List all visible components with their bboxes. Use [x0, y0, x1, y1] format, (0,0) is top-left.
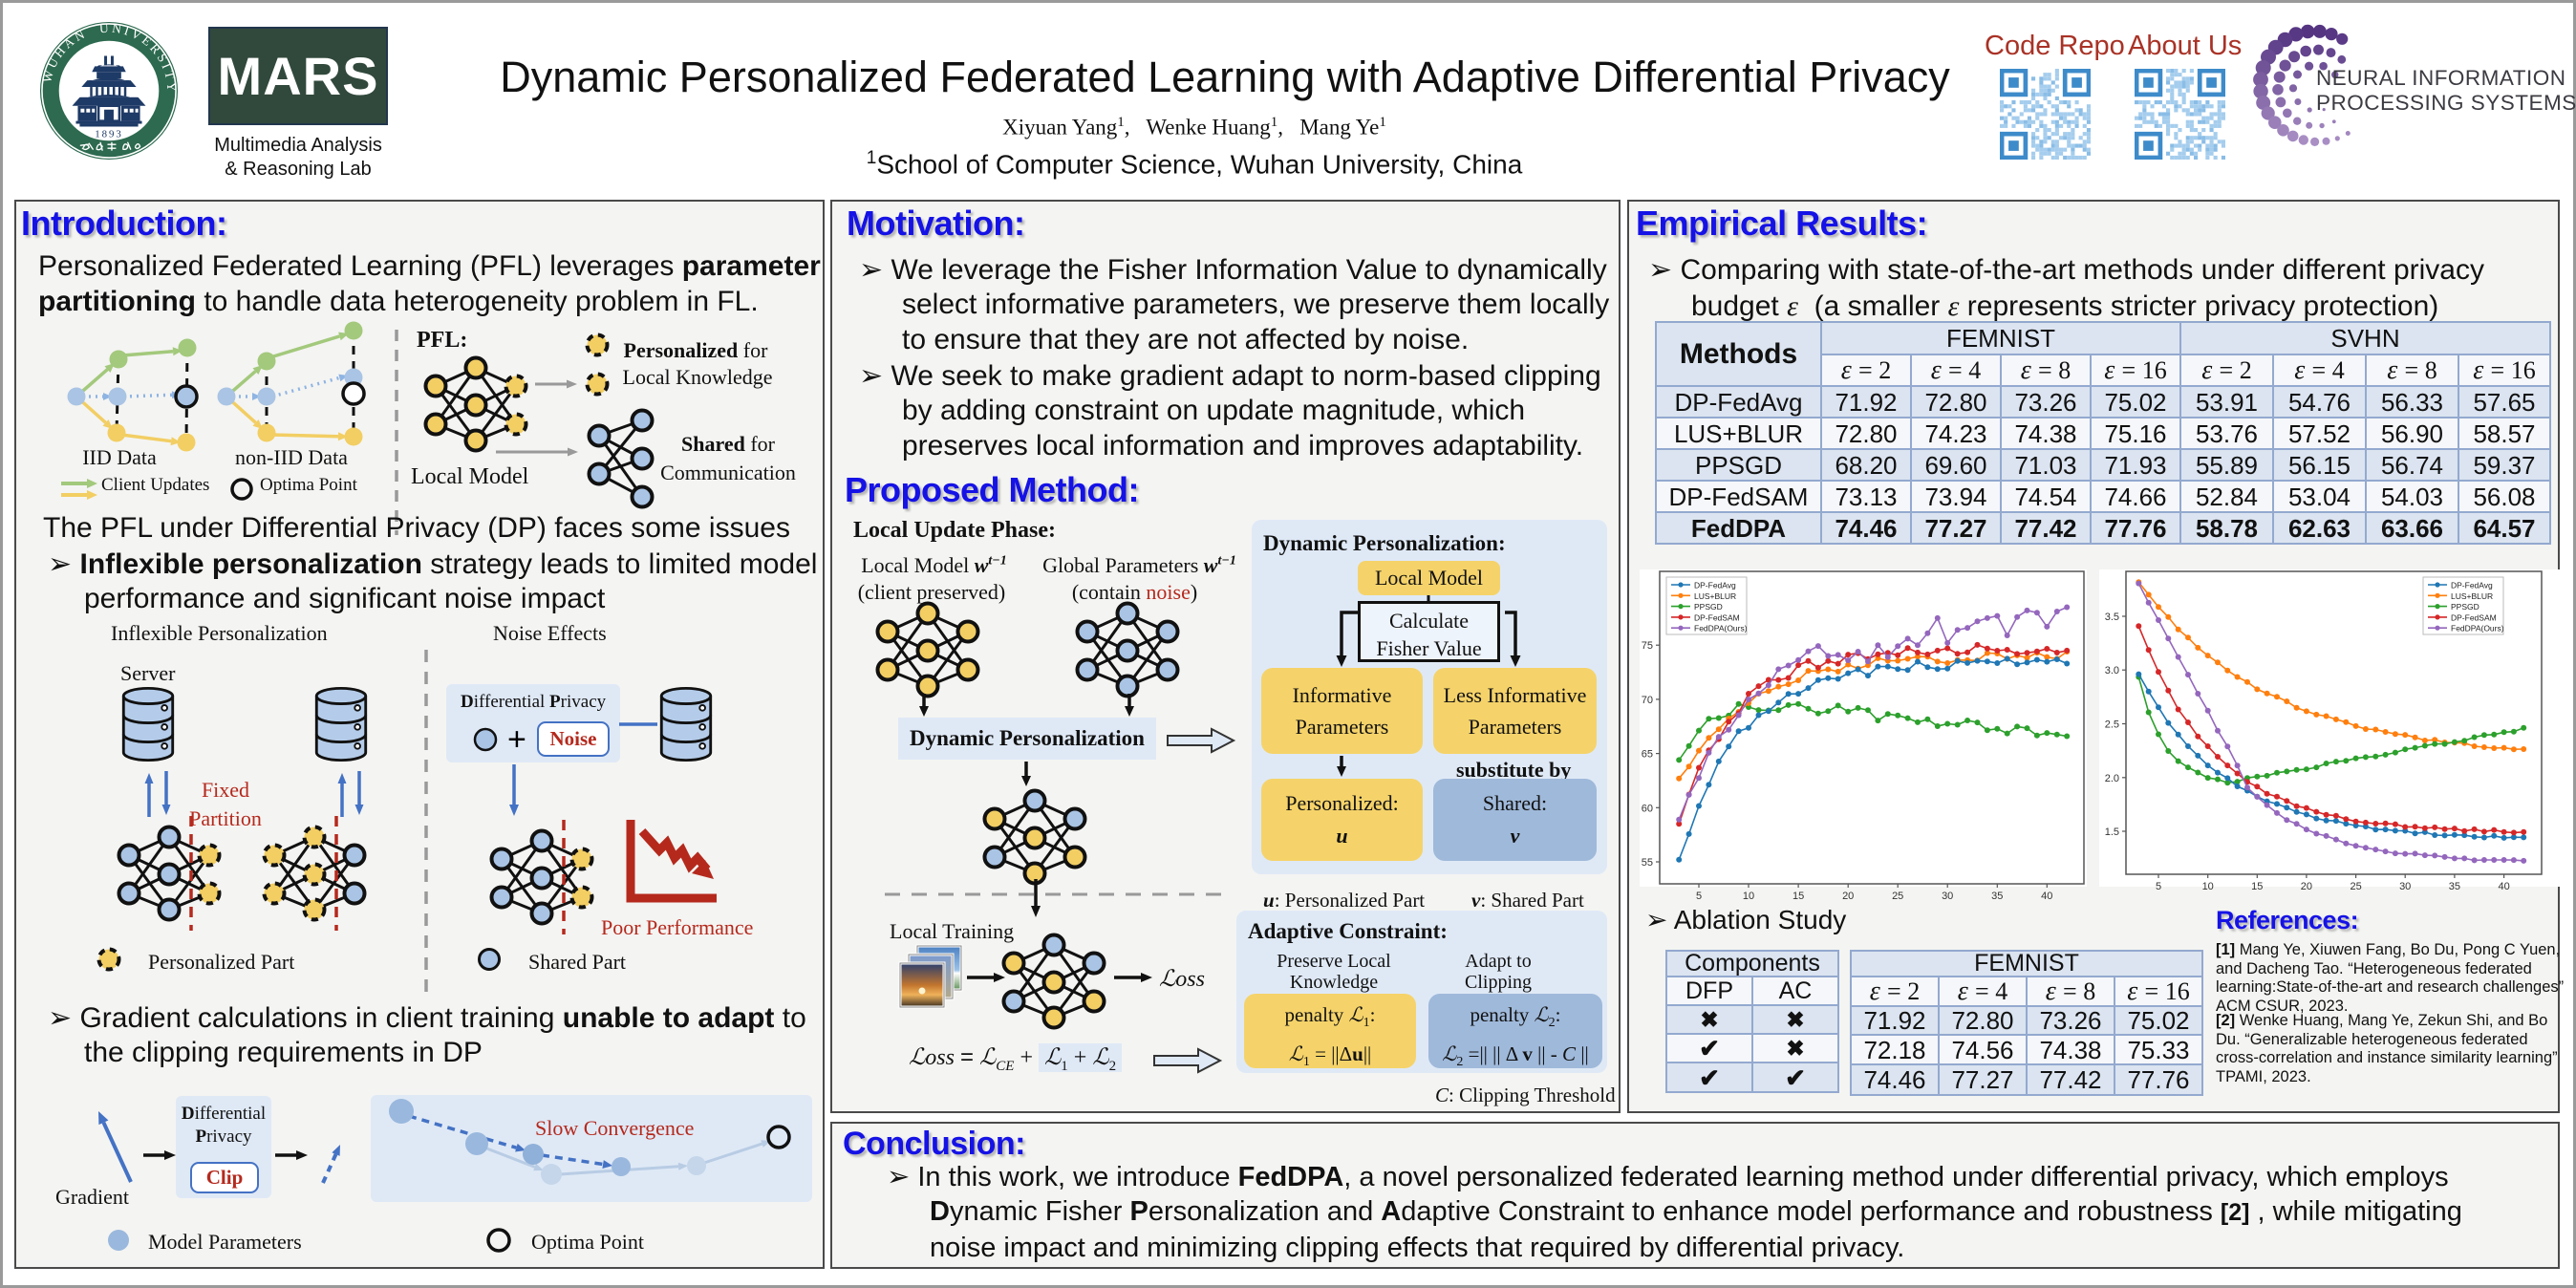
svg-text:1.5: 1.5: [2105, 826, 2119, 838]
svg-text:10: 10: [1743, 891, 1754, 902]
svg-text:30: 30: [1942, 891, 1953, 902]
svg-text:30: 30: [2399, 881, 2411, 892]
svg-text:40: 40: [2498, 881, 2509, 892]
svg-text:LUS+BLUR: LUS+BLUR: [2451, 591, 2493, 601]
svg-text:DP-FedSAM: DP-FedSAM: [1694, 612, 1740, 622]
svg-text:70: 70: [1642, 695, 1653, 706]
svg-text:+: +: [507, 721, 526, 758]
svg-text:DP-FedAvg: DP-FedAvg: [2451, 581, 2493, 590]
svg-text:20: 20: [2301, 881, 2312, 892]
svg-text:DP-FedSAM: DP-FedSAM: [2451, 612, 2497, 622]
svg-text:3.0: 3.0: [2105, 665, 2119, 676]
svg-text:2.5: 2.5: [2105, 719, 2119, 731]
svg-text:75: 75: [1642, 640, 1653, 652]
svg-text:55: 55: [1642, 857, 1653, 869]
svg-text:DP-FedAvg: DP-FedAvg: [1694, 581, 1736, 590]
svg-text:20: 20: [1842, 891, 1854, 902]
svg-text:35: 35: [2449, 881, 2460, 892]
svg-text:PPSGD: PPSGD: [1694, 602, 1723, 612]
svg-text:25: 25: [2350, 881, 2361, 892]
svg-text:LUS+BLUR: LUS+BLUR: [1694, 591, 1736, 601]
svg-text:40: 40: [2041, 891, 2052, 902]
svg-text:5: 5: [1696, 891, 1702, 902]
svg-text:25: 25: [1892, 891, 1903, 902]
svg-text:2.0: 2.0: [2105, 773, 2119, 784]
svg-text:1893: 1893: [95, 128, 123, 140]
svg-text:35: 35: [1991, 891, 2003, 902]
svg-text:5: 5: [2156, 881, 2161, 892]
svg-text:15: 15: [2251, 881, 2263, 892]
svg-text:FedDPA(Ours): FedDPA(Ours): [2451, 624, 2504, 633]
svg-text:PPSGD: PPSGD: [2451, 602, 2479, 612]
svg-text:10: 10: [2202, 881, 2214, 892]
svg-text:15: 15: [1792, 891, 1804, 902]
svg-text:60: 60: [1642, 803, 1653, 814]
svg-text:FedDPA(Ours): FedDPA(Ours): [1694, 624, 1748, 633]
svg-text:3.5: 3.5: [2105, 612, 2119, 623]
svg-text:65: 65: [1642, 749, 1653, 761]
